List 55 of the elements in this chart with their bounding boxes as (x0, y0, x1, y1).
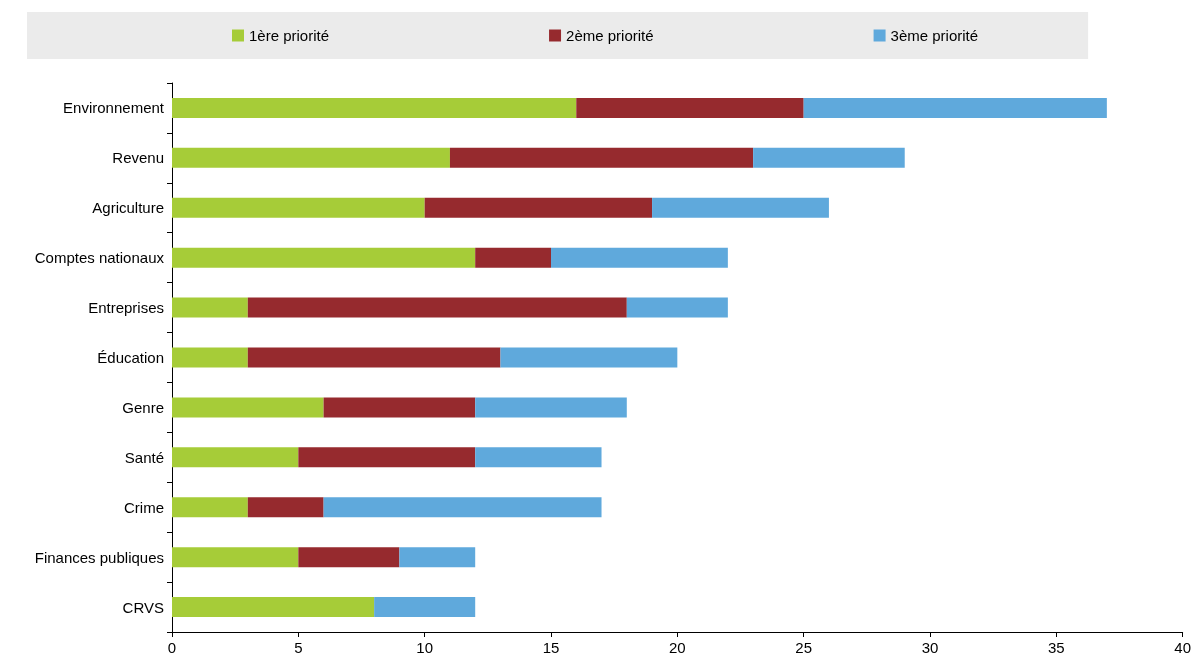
bar (449, 147, 754, 168)
y-tick-label: Agriculture (92, 199, 164, 217)
bar (172, 447, 299, 468)
y-tick-label: CRVS (122, 598, 164, 616)
bar (172, 597, 375, 618)
bar (576, 97, 804, 118)
bar (247, 297, 627, 318)
bar (803, 97, 1107, 118)
y-tick-label: Genre (122, 398, 164, 416)
bar (172, 547, 299, 568)
bar (500, 347, 678, 368)
x-tick-label: 15 (542, 639, 560, 656)
bar (399, 547, 476, 568)
bar (626, 297, 728, 318)
bar (475, 247, 551, 268)
x-tick-label: 20 (668, 639, 686, 656)
bar (172, 397, 324, 418)
bar (247, 497, 324, 518)
bar (753, 147, 905, 168)
y-tick-label: Comptes nationaux (34, 249, 165, 267)
y-tick-label: Éducation (97, 349, 164, 366)
y-tick-label: Entreprises (88, 299, 164, 317)
x-tick-label: 35 (1047, 639, 1065, 656)
bar (323, 497, 602, 518)
bar (298, 547, 400, 568)
bar (323, 397, 476, 418)
bar (172, 147, 450, 168)
bar (551, 247, 728, 268)
x-tick-label: 10 (416, 639, 434, 656)
bar (172, 347, 248, 368)
y-tick-label: Crime (124, 498, 164, 516)
bar (172, 297, 248, 318)
bar (298, 447, 476, 468)
x-tick-label: 25 (795, 639, 812, 656)
x-tick-label: 40 (1174, 639, 1191, 656)
y-tick-label: Finances publiques (34, 548, 164, 566)
y-tick-label: Environnement (63, 99, 165, 117)
legend-label: 1ère priorité (249, 27, 330, 44)
bar (172, 197, 425, 218)
bar (424, 197, 653, 218)
y-tick-label: Santé (124, 448, 164, 466)
bar (247, 347, 501, 368)
bar (172, 497, 248, 518)
x-tick-label: 0 (167, 639, 177, 656)
y-tick-label: Revenu (112, 149, 164, 167)
x-tick-label: 5 (294, 639, 303, 656)
legend-label: 3ème priorité (890, 27, 979, 44)
bar (374, 597, 476, 618)
bar (475, 447, 602, 468)
x-tick-label: 30 (921, 639, 939, 656)
bar (172, 247, 476, 268)
bar (172, 97, 577, 118)
bar (652, 197, 829, 218)
legend-label: 2ème priorité (566, 27, 654, 44)
bar (475, 397, 627, 418)
